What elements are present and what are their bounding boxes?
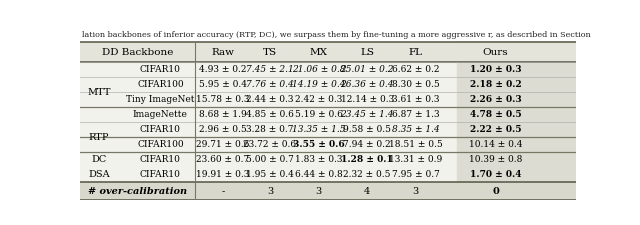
Text: 2.96 ± 0.5: 2.96 ± 0.5 bbox=[199, 125, 247, 134]
Text: 9.58 ± 0.5: 9.58 ± 0.5 bbox=[343, 125, 391, 134]
Text: 1.95 ± 0.4: 1.95 ± 0.4 bbox=[246, 170, 294, 179]
Text: CIFAR100: CIFAR100 bbox=[137, 80, 184, 89]
Text: 26.36 ± 0.4: 26.36 ± 0.4 bbox=[340, 80, 394, 89]
Text: 23.60 ± 0.7: 23.60 ± 0.7 bbox=[196, 155, 250, 164]
Text: DC: DC bbox=[92, 155, 106, 164]
Text: 2.42 ± 0.3: 2.42 ± 0.3 bbox=[295, 95, 342, 104]
Text: 23.72 ± 0.6: 23.72 ± 0.6 bbox=[243, 140, 296, 149]
Text: DD Backbone: DD Backbone bbox=[102, 48, 173, 57]
Text: 3: 3 bbox=[316, 187, 322, 196]
Text: 3: 3 bbox=[413, 187, 419, 196]
Text: 8.30 ± 0.5: 8.30 ± 0.5 bbox=[392, 80, 440, 89]
Text: 4: 4 bbox=[364, 187, 371, 196]
Text: 2.26 ± 0.3: 2.26 ± 0.3 bbox=[470, 95, 522, 104]
Text: 29.71 ± 0.6: 29.71 ± 0.6 bbox=[196, 140, 250, 149]
Text: 1.70 ± 0.4: 1.70 ± 0.4 bbox=[470, 170, 522, 179]
Bar bbox=[80, 42, 576, 62]
Text: Raw: Raw bbox=[211, 48, 234, 57]
Text: 6.87 ± 1.3: 6.87 ± 1.3 bbox=[392, 110, 440, 119]
Text: 18.51 ± 0.5: 18.51 ± 0.5 bbox=[389, 140, 443, 149]
Text: 5.00 ± 0.7: 5.00 ± 0.7 bbox=[246, 155, 294, 164]
Text: 4.93 ± 0.2: 4.93 ± 0.2 bbox=[199, 65, 246, 74]
Text: 5.95 ± 0.4: 5.95 ± 0.4 bbox=[199, 80, 247, 89]
Text: 10.14 ± 0.4: 10.14 ± 0.4 bbox=[469, 140, 522, 149]
Text: 0: 0 bbox=[492, 187, 499, 196]
Text: 13.35 ± 1.5: 13.35 ± 1.5 bbox=[292, 125, 346, 134]
Text: 23.45 ± 1.4: 23.45 ± 1.4 bbox=[340, 110, 394, 119]
Text: RTP: RTP bbox=[88, 133, 109, 142]
Text: 13.31 ± 0.9: 13.31 ± 0.9 bbox=[389, 155, 442, 164]
Text: 1.28 ± 0.1: 1.28 ± 0.1 bbox=[341, 155, 393, 164]
Text: 7.45 ± 2.1: 7.45 ± 2.1 bbox=[246, 65, 294, 74]
Text: 4.85 ± 0.6: 4.85 ± 0.6 bbox=[246, 110, 294, 119]
Text: Ours: Ours bbox=[483, 48, 508, 57]
Text: DSA: DSA bbox=[88, 170, 109, 179]
Text: lation backbones of inferior accuracy (RTP, DC), we surpass them by fine-tuning : lation backbones of inferior accuracy (R… bbox=[83, 31, 594, 39]
Text: 6.44 ± 0.8: 6.44 ± 0.8 bbox=[294, 170, 342, 179]
Text: 3: 3 bbox=[267, 187, 273, 196]
Text: 19.91 ± 0.3: 19.91 ± 0.3 bbox=[196, 170, 250, 179]
Text: CIFAR10: CIFAR10 bbox=[140, 125, 180, 134]
Text: 3.61 ± 0.3: 3.61 ± 0.3 bbox=[392, 95, 440, 104]
Text: TS: TS bbox=[263, 48, 277, 57]
Text: 3.55 ± 0.6: 3.55 ± 0.6 bbox=[292, 140, 344, 149]
Text: 12.14 ± 0.3: 12.14 ± 0.3 bbox=[340, 95, 394, 104]
Text: 21.06 ± 0.8: 21.06 ± 0.8 bbox=[292, 65, 346, 74]
Text: 10.39 ± 0.8: 10.39 ± 0.8 bbox=[469, 155, 522, 164]
Text: Tiny ImageNet: Tiny ImageNet bbox=[126, 95, 195, 104]
Bar bbox=[80, 182, 576, 200]
Text: CIFAR10: CIFAR10 bbox=[140, 155, 180, 164]
Text: 1.20 ± 0.3: 1.20 ± 0.3 bbox=[470, 65, 522, 74]
Text: CIFAR10: CIFAR10 bbox=[140, 65, 180, 74]
Text: LS: LS bbox=[360, 48, 374, 57]
Text: 7.95 ± 0.7: 7.95 ± 0.7 bbox=[392, 170, 440, 179]
Text: 2.18 ± 0.2: 2.18 ± 0.2 bbox=[470, 80, 522, 89]
Text: 7.76 ± 0.4: 7.76 ± 0.4 bbox=[246, 80, 294, 89]
Text: 8.35 ± 1.4: 8.35 ± 1.4 bbox=[392, 125, 440, 134]
Text: 5.19 ± 0.6: 5.19 ± 0.6 bbox=[294, 110, 342, 119]
Text: CIFAR100: CIFAR100 bbox=[137, 140, 184, 149]
Text: 7.94 ± 0.2: 7.94 ± 0.2 bbox=[344, 140, 391, 149]
Text: 1.83 ± 0.3: 1.83 ± 0.3 bbox=[295, 155, 342, 164]
Text: 3.28 ± 0.7: 3.28 ± 0.7 bbox=[246, 125, 294, 134]
Text: # over-calibration: # over-calibration bbox=[88, 187, 188, 196]
Text: ImageNette: ImageNette bbox=[133, 110, 188, 119]
Text: FL: FL bbox=[409, 48, 423, 57]
Text: -: - bbox=[221, 187, 225, 196]
Text: CIFAR10: CIFAR10 bbox=[140, 170, 180, 179]
Text: 15.78 ± 0.3: 15.78 ± 0.3 bbox=[196, 95, 250, 104]
Text: 25.01 ± 0.2: 25.01 ± 0.2 bbox=[340, 65, 394, 74]
Text: 8.68 ± 1.9: 8.68 ± 1.9 bbox=[199, 110, 247, 119]
Text: 2.44 ± 0.3: 2.44 ± 0.3 bbox=[246, 95, 294, 104]
Text: 2.22 ± 0.5: 2.22 ± 0.5 bbox=[470, 125, 522, 134]
Text: 14.19 ± 0.4: 14.19 ± 0.4 bbox=[292, 80, 346, 89]
Text: 2.32 ± 0.5: 2.32 ± 0.5 bbox=[344, 170, 391, 179]
Text: MX: MX bbox=[310, 48, 328, 57]
Bar bbox=[457, 42, 576, 200]
Text: 6.62 ± 0.2: 6.62 ± 0.2 bbox=[392, 65, 440, 74]
Text: MTT: MTT bbox=[87, 88, 111, 97]
Text: 4.78 ± 0.5: 4.78 ± 0.5 bbox=[470, 110, 522, 119]
